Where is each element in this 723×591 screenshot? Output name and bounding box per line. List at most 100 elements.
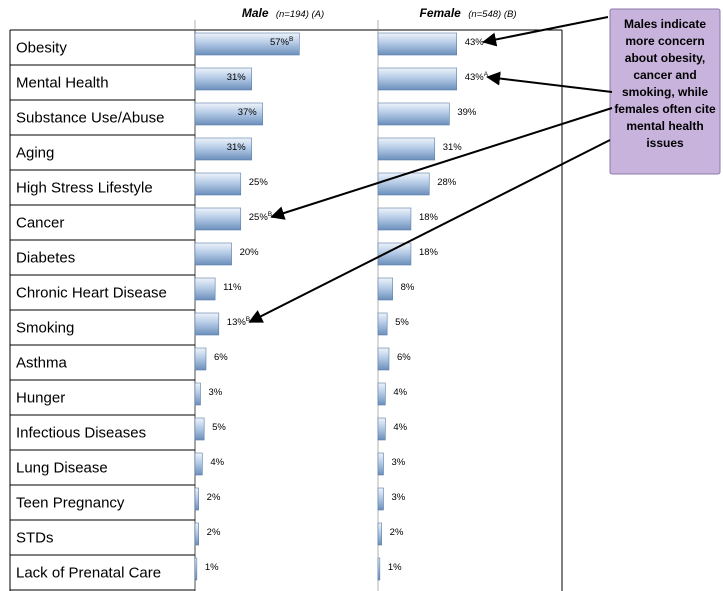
data-label-female-asthma: 6% [397, 352, 411, 363]
data-label-value: 2% [390, 527, 404, 538]
data-label-value: 4% [393, 422, 407, 433]
row-label-stds: STDs [16, 530, 54, 547]
data-label-female-hunger: 4% [393, 387, 407, 398]
callout-line: females often cite [614, 102, 716, 116]
bar-male-lung-disease [194, 452, 203, 476]
bar-female-infectious-diseases [377, 417, 386, 441]
bar-male-diabetes [194, 242, 232, 266]
data-label-value: 18% [419, 247, 439, 258]
bar-female-hunger [377, 382, 386, 406]
bar-male-high-stress-lifestyle [194, 172, 242, 196]
data-label-male-high-stress-lifestyle: 25% [249, 177, 269, 188]
row-label-chronic-heart-disease: Chronic Heart Disease [16, 285, 167, 302]
bar-male-stds [194, 522, 199, 546]
data-label-male-diabetes: 20% [240, 247, 260, 258]
female-header-sample: (n=548) (B) [468, 9, 516, 20]
bar-female-mental-health [377, 67, 457, 91]
data-label-value: 6% [397, 352, 411, 363]
callout-line: mental health [626, 119, 703, 133]
data-label-male-infectious-diseases: 5% [212, 422, 226, 433]
data-label-value: 4% [393, 387, 407, 398]
data-label-female-mental-health: 43%A [465, 71, 489, 83]
callout-arrow-female-obesity [482, 16, 609, 47]
callout-line: issues [646, 136, 684, 150]
bar-male-substance-use-abuse [194, 102, 264, 126]
data-label-male-teen-pregnancy: 2% [207, 492, 221, 503]
callout-text: Males indicate more concern about obesity,… [614, 17, 716, 150]
data-label-male-aging: 31% [227, 142, 247, 153]
female-header-name: Female [419, 6, 461, 20]
data-label-female-lung-disease: 3% [391, 457, 405, 468]
callout-line: Males indicate [624, 17, 706, 31]
data-label-value: 5% [212, 422, 226, 433]
row-label-mental-health: Mental Health [16, 75, 109, 92]
data-label-female-diabetes: 18% [419, 247, 439, 258]
callout-line: about obesity, [625, 51, 705, 65]
bar-female-asthma [377, 347, 390, 371]
callout-arrow-female-mental-health [486, 71, 613, 93]
row-label-substance-use-abuse: Substance Use/Abuse [16, 110, 164, 127]
female-header: Female (n=548) (B) [419, 6, 516, 20]
data-label-value: 13% [227, 317, 247, 328]
row-label-aging: Aging [16, 145, 54, 162]
callout-annotation: Males indicate more concern about obesity,… [609, 8, 721, 175]
bar-female-substance-use-abuse [377, 102, 450, 126]
row-label-smoking: Smoking [16, 320, 74, 337]
bar-female-teen-pregnancy [377, 487, 384, 511]
row-label-lack-of-prenatal-care: Lack of Prenatal Care [16, 565, 161, 582]
bar-female-stds [377, 522, 382, 546]
callout-line: smoking, while [622, 85, 708, 99]
row-label-teen-pregnancy: Teen Pregnancy [16, 495, 125, 512]
data-label-male-mental-health: 31% [227, 72, 247, 83]
row-label-lung-disease: Lung Disease [16, 460, 108, 477]
bar-female-lack-of-prenatal-care [377, 557, 381, 581]
male-header: Male (n=194) (A) [242, 6, 324, 20]
data-label-value: 3% [208, 387, 222, 398]
data-label-value: 3% [391, 457, 405, 468]
bar-male-hunger [194, 382, 201, 406]
bar-female-high-stress-lifestyle [377, 172, 430, 196]
bar-male-asthma [194, 347, 207, 371]
data-label-male-lung-disease: 4% [210, 457, 224, 468]
data-label-female-lack-of-prenatal-care: 1% [388, 562, 402, 573]
data-label-value: 57% [270, 37, 290, 48]
data-label-value: 11% [223, 282, 242, 293]
data-label-female-teen-pregnancy: 3% [391, 492, 405, 503]
bar-male-obesity [194, 32, 300, 56]
bar-male-cancer [194, 207, 242, 231]
data-label-value: 4% [210, 457, 224, 468]
bar-male-mental-health [194, 67, 253, 91]
bar-male-teen-pregnancy [194, 487, 199, 511]
data-label-male-chronic-heart-disease: 11% [223, 282, 242, 293]
bar-male-aging [194, 137, 253, 161]
data-label-male-lack-of-prenatal-care: 1% [205, 562, 219, 573]
male-header-sample: (n=194) (A) [276, 9, 324, 20]
row-label-asthma: Asthma [16, 355, 68, 372]
row-label-infectious-diseases: Infectious Diseases [16, 425, 146, 442]
callout-arrows [248, 16, 613, 323]
callout-arrow-male-cancer [270, 107, 613, 220]
data-label-value: 1% [388, 562, 402, 573]
data-label-value: 2% [207, 527, 221, 538]
callout-arrow-male-smoking [248, 139, 611, 323]
data-label-male-obesity: 57%B [270, 36, 293, 48]
data-label-value: 6% [214, 352, 228, 363]
callout-line: more concern [625, 34, 704, 48]
row-label-hunger: Hunger [16, 390, 65, 407]
data-label-value: 5% [395, 317, 409, 328]
data-label-female-high-stress-lifestyle: 28% [437, 177, 457, 188]
bar-male-infectious-diseases [194, 417, 205, 441]
data-label-female-cancer: 18% [419, 212, 439, 223]
data-label-value: 18% [419, 212, 439, 223]
data-label-value: 43% [465, 72, 485, 83]
bar-male-lack-of-prenatal-care [194, 557, 198, 581]
significance-marker: B [246, 316, 250, 323]
row-label-high-stress-lifestyle: High Stress Lifestyle [16, 180, 153, 197]
bar-female-obesity [377, 32, 457, 56]
category-rows: Obesity Mental Health Substance Use/Abuse A… [10, 40, 195, 591]
male-header-name: Male [242, 6, 269, 20]
bar-female-smoking [377, 312, 388, 336]
data-label-value: 31% [227, 142, 247, 153]
data-label-female-obesity: 43% [465, 37, 485, 48]
